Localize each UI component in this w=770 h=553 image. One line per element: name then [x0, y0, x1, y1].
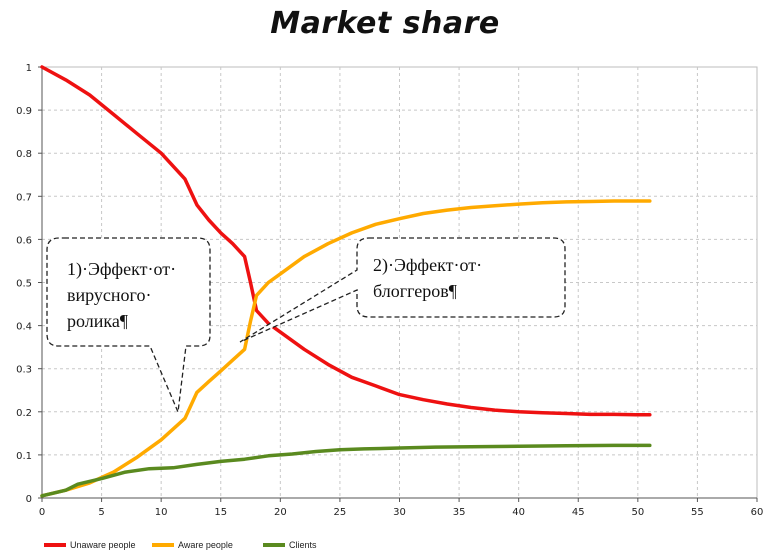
y-tick-label: 0.3 — [16, 365, 32, 376]
legend-label-unaware-people: Unaware people — [70, 540, 136, 550]
callout-bubble-1 — [46, 237, 211, 415]
callout-1-line: 1)·Эффект·от· — [67, 259, 176, 280]
y-tick-label: 0.5 — [16, 279, 32, 290]
y-tick-label: 0.6 — [16, 235, 32, 246]
series-line-clients — [40, 443, 652, 498]
x-tick-label: 60 — [751, 507, 764, 518]
x-tick-label: 30 — [393, 507, 406, 518]
series-lines — [40, 65, 652, 498]
y-tick-label: 1 — [26, 63, 32, 74]
callout-2-line: блоггеров¶ — [373, 281, 457, 301]
legend: Unaware people Aware people Clients — [44, 540, 317, 550]
y-tick-label: 0.9 — [16, 106, 32, 117]
y-tick-label: 0 — [26, 494, 32, 505]
callout-2-line: 2)·Эффект·от· — [373, 255, 482, 276]
callout-1-line: ролика¶ — [67, 311, 128, 331]
chart-title: Market share — [270, 6, 500, 41]
callouts: 1)·Эффект·от· вирусного· ролика¶ 2)·Эффект·… — [46, 237, 566, 415]
y-tick-label: 0.7 — [16, 192, 32, 203]
x-tick-label: 50 — [631, 507, 644, 518]
x-tick-label: 45 — [572, 507, 585, 518]
x-tick-label: 5 — [98, 507, 104, 518]
x-tick-label: 0 — [39, 507, 45, 518]
callout-bubble-2 — [239, 237, 566, 343]
x-tick-label: 10 — [155, 507, 168, 518]
x-tick-label: 55 — [691, 507, 704, 518]
legend-label-aware-people: Aware people — [178, 540, 233, 550]
callout-1-line: вирусного· — [67, 285, 151, 305]
x-tick-label: 20 — [274, 507, 287, 518]
y-tick-label: 0.8 — [16, 149, 32, 160]
y-tick-label: 0.4 — [16, 322, 32, 333]
x-tick-label: 35 — [453, 507, 466, 518]
axes: 0 5 10 15 20 25 30 35 40 45 50 55 60 0 0.1 0.2 0.3 0.4 0.5… — [16, 63, 763, 518]
y-tick-label: 0.1 — [16, 451, 32, 462]
legend-label-clients: Clients — [289, 540, 317, 550]
x-tick-label: 40 — [512, 507, 525, 518]
x-tick-label: 15 — [214, 507, 227, 518]
series-line-unaware-people — [40, 65, 652, 417]
series-line-aware-people — [40, 199, 652, 498]
y-tick-label: 0.2 — [16, 408, 32, 419]
x-tick-label: 25 — [334, 507, 347, 518]
